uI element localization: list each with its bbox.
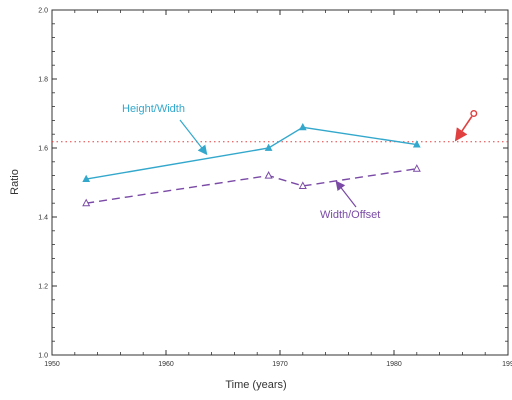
annotation-height-width-arrow	[179, 119, 208, 156]
series-markers	[82, 122, 421, 207]
y-axis-title: Ratio	[9, 169, 21, 195]
red-point-arrow	[454, 116, 473, 142]
width-offset-data-point	[412, 164, 421, 172]
x-tick-label: 1970	[272, 361, 288, 368]
width-offset-data-point	[298, 181, 307, 189]
height-width-data-point	[82, 174, 91, 182]
width-offset-data-point	[264, 171, 273, 179]
y-tick-label: 1.6	[38, 146, 48, 153]
axis-ticks	[51, 9, 509, 356]
height-width-data-point	[264, 143, 273, 151]
plot-frame	[51, 9, 509, 356]
x-tick-label: 1950	[44, 361, 60, 368]
y-tick-label: 1.4	[38, 215, 48, 222]
x-axis-title: Time (years)	[225, 379, 286, 391]
height-width-series-line	[86, 126, 417, 180]
red-data-point	[470, 109, 478, 117]
height-width-data-point	[412, 140, 421, 148]
y-tick-label: 1.8	[38, 77, 48, 84]
red-point-group	[454, 109, 478, 142]
x-tick-label: 199	[502, 361, 512, 368]
annotation-height-width: Height/Width	[122, 103, 185, 115]
x-tick-label: 1960	[158, 361, 174, 368]
height-width-data-point	[298, 122, 307, 131]
annotation-width-offset: Width/Offset	[320, 209, 380, 221]
tick-labels: 1950 1960 1970 1980 199 1.0 1.2 1.4 1.6 1.8 2.0	[38, 8, 512, 369]
x-tick-label: 1980	[386, 361, 402, 368]
width-offset-series-line	[86, 168, 417, 204]
y-tick-label: 1.2	[38, 284, 48, 291]
y-tick-label: 1.0	[38, 353, 48, 360]
annotation-width-offset-arrow	[335, 180, 357, 208]
series-lines	[86, 126, 417, 204]
y-tick-label: 2.0	[38, 8, 48, 15]
width-offset-data-point	[82, 198, 91, 207]
